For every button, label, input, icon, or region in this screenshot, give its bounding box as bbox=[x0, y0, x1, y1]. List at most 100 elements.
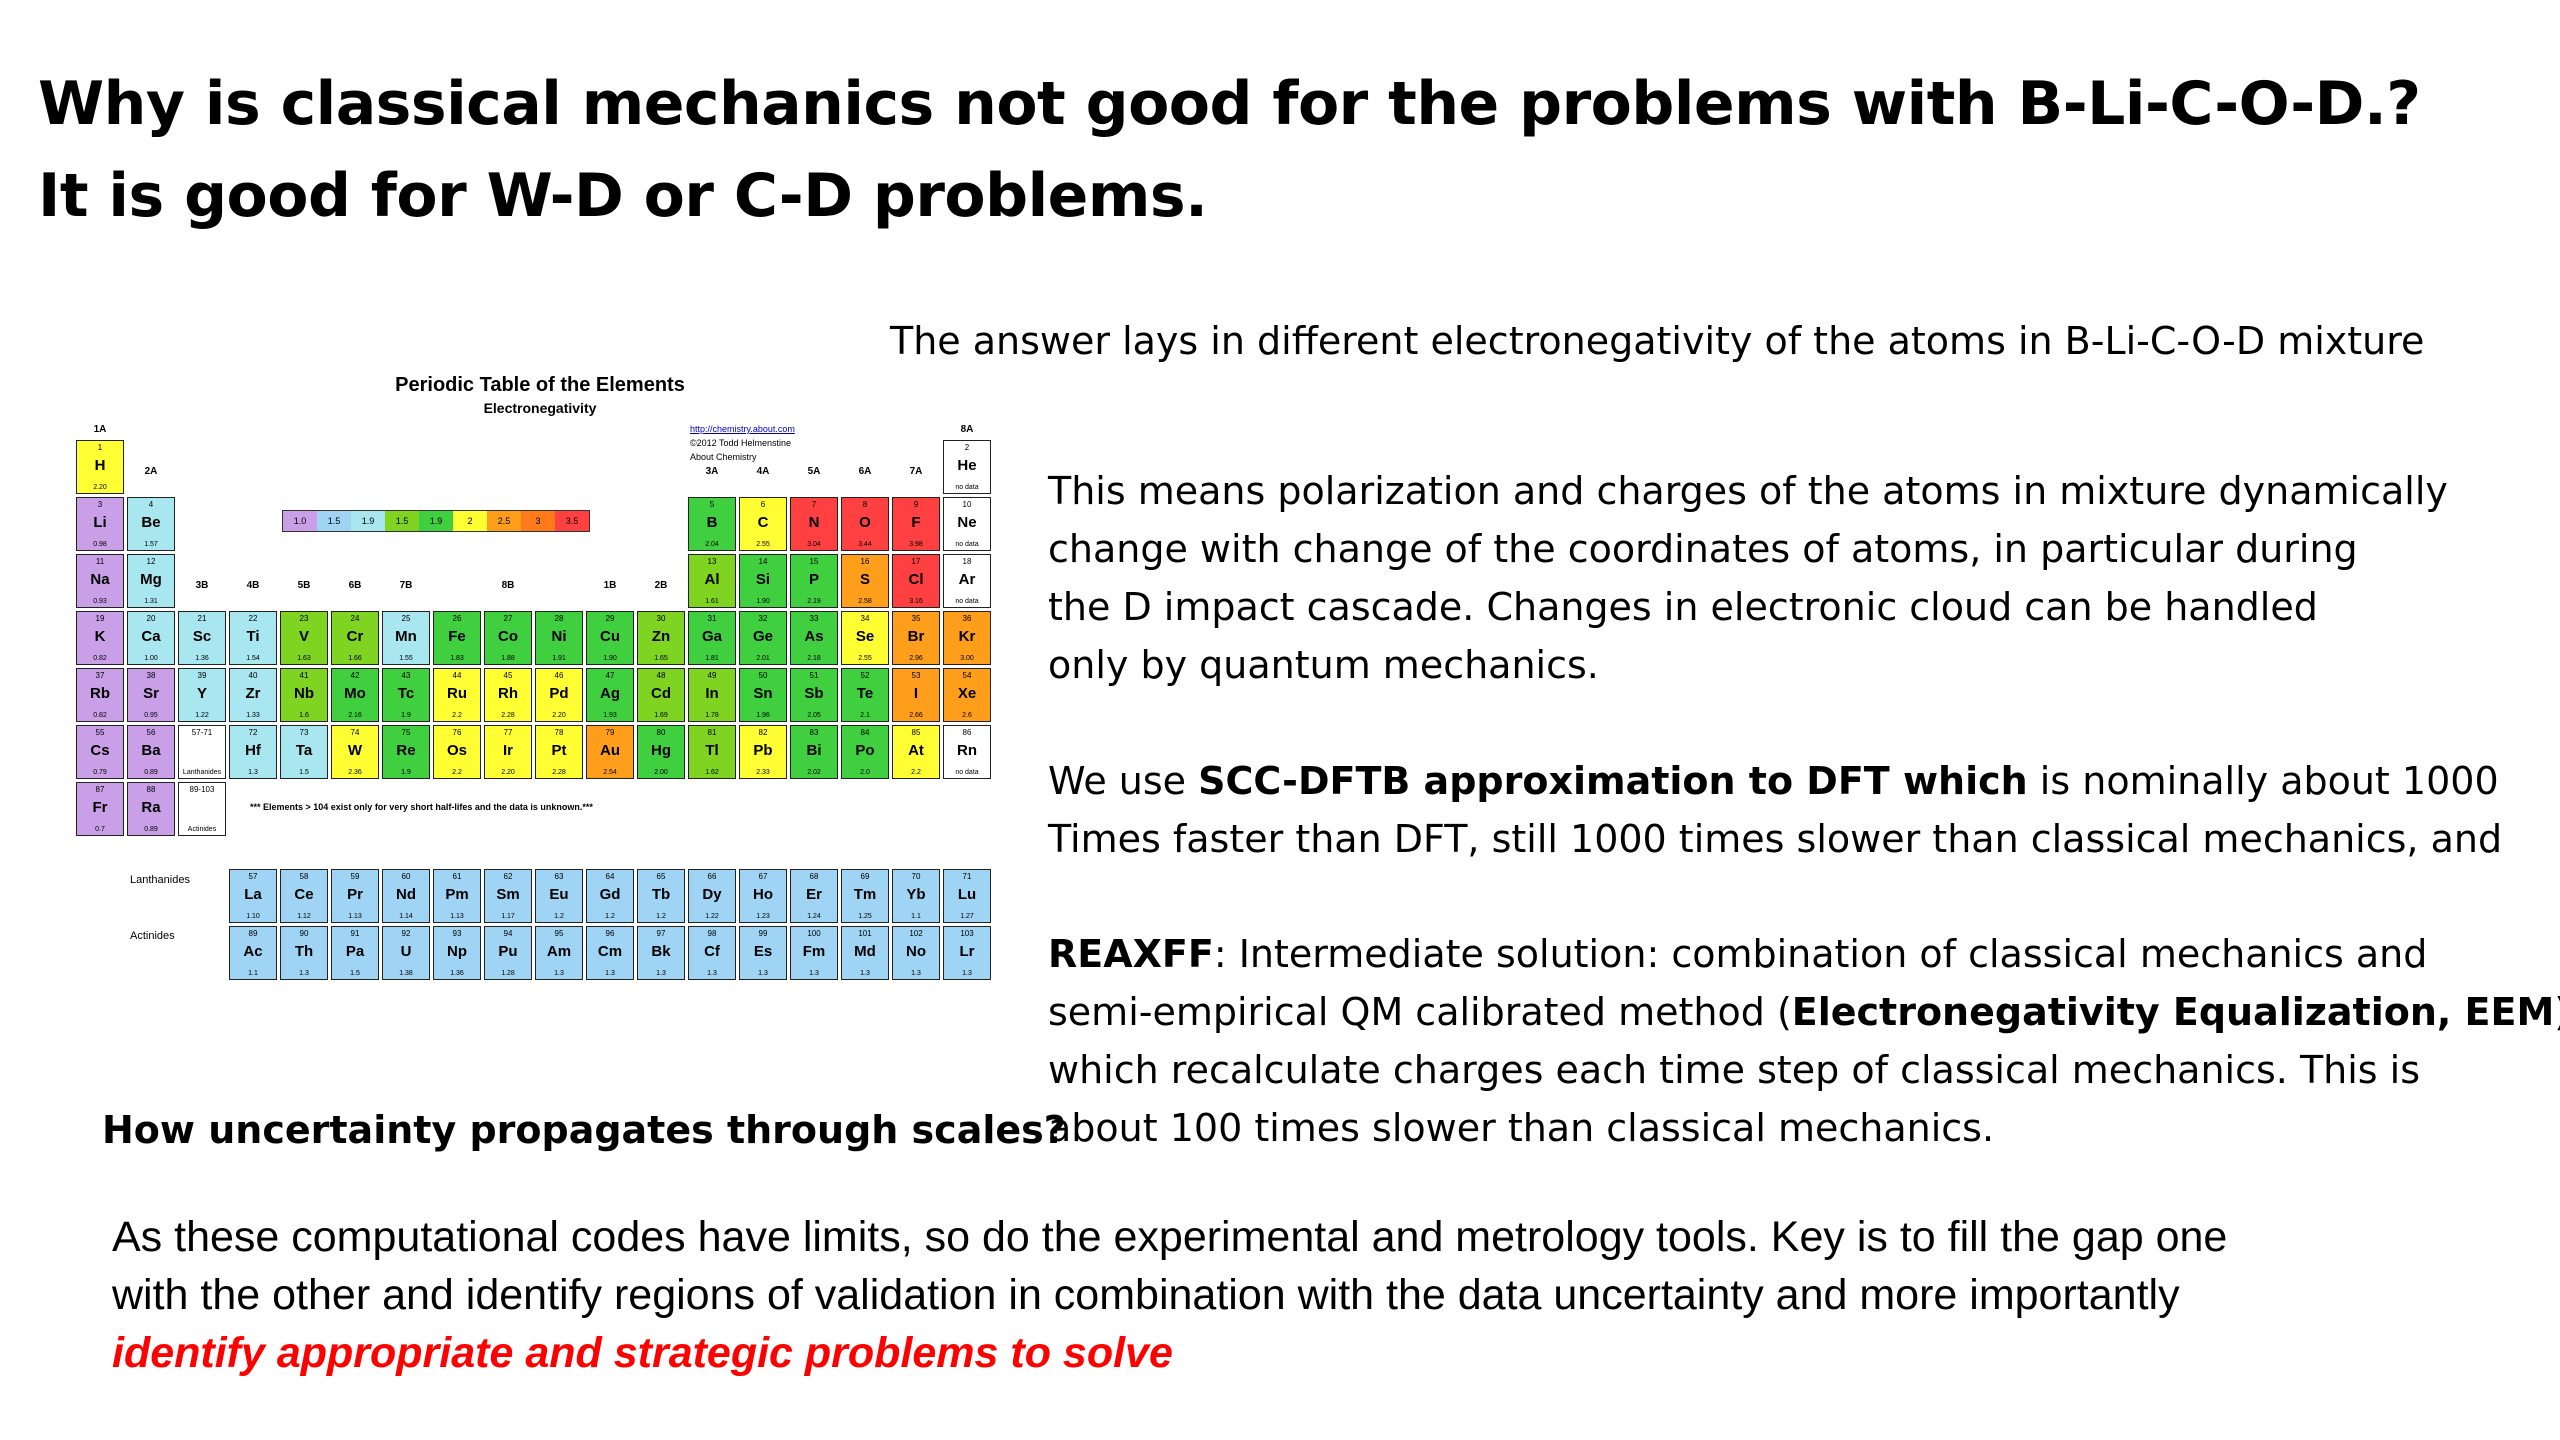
para2-line-1-post: is nominally about 1000 bbox=[2027, 759, 2499, 803]
element-symbol: Nb bbox=[294, 685, 314, 702]
element-cell-Nb: 41 Nb 1.6 bbox=[280, 668, 328, 722]
element-number: 62 bbox=[503, 872, 513, 881]
actinide-cell-No: 102 No 1.3 bbox=[892, 926, 940, 980]
element-cell-Sn: 50 Sn 1.96 bbox=[739, 668, 787, 722]
element-electronegativity: 1.3 bbox=[605, 970, 615, 977]
element-number: 31 bbox=[707, 614, 717, 623]
element-electronegativity: 3.04 bbox=[807, 541, 821, 548]
element-number: 90 bbox=[299, 929, 309, 938]
element-symbol: Sr bbox=[143, 685, 159, 702]
element-cell-As: 33 As 2.18 bbox=[790, 611, 838, 665]
element-symbol: Te bbox=[856, 685, 874, 702]
element-symbol: Cd bbox=[651, 685, 671, 702]
group-label: 8A bbox=[960, 424, 974, 435]
element-cell-57-71: 57-71 Lanthanides bbox=[178, 725, 226, 779]
lanthanide-cell-Nd: 60 Nd 1.14 bbox=[382, 869, 430, 923]
element-electronegativity: 2.00 bbox=[654, 769, 668, 776]
element-electronegativity: 2.1 bbox=[860, 712, 870, 719]
scale-segment: 2 bbox=[453, 511, 487, 531]
element-symbol: Y bbox=[196, 685, 207, 702]
element-number: 100 bbox=[807, 929, 821, 938]
element-cell-Tc: 43 Tc 1.9 bbox=[382, 668, 430, 722]
group-label: 7B bbox=[399, 580, 413, 591]
element-electronegativity: 2.20 bbox=[501, 769, 515, 776]
element-cell-Y: 39 Y 1.22 bbox=[178, 668, 226, 722]
element-symbol: Ti bbox=[246, 628, 260, 645]
element-electronegativity: 2.05 bbox=[807, 712, 821, 719]
element-number: 53 bbox=[911, 671, 921, 680]
credit-link: http://chemistry.about.com bbox=[690, 424, 795, 434]
element-number: 96 bbox=[605, 929, 615, 938]
element-symbol: Fr bbox=[92, 799, 108, 816]
lanthanide-cell-Ce: 58 Ce 1.12 bbox=[280, 869, 328, 923]
element-cell-Cs: 55 Cs 0.79 bbox=[76, 725, 124, 779]
element-electronegativity: 3.44 bbox=[858, 541, 872, 548]
para1-line-3: the D impact cascade. Changes in electro… bbox=[1048, 585, 2318, 629]
element-number: 88 bbox=[146, 785, 156, 794]
element-number: 51 bbox=[809, 671, 819, 680]
element-cell-Ra: 88 Ra 0.89 bbox=[127, 782, 175, 836]
element-number: 54 bbox=[962, 671, 972, 680]
element-cell-Pd: 46 Pd 2.20 bbox=[535, 668, 583, 722]
element-number: 49 bbox=[707, 671, 717, 680]
element-electronegativity: 1.5 bbox=[350, 970, 360, 977]
element-number: 10 bbox=[962, 500, 972, 509]
element-symbol: Pm bbox=[445, 886, 469, 903]
element-number: 33 bbox=[809, 614, 819, 623]
element-symbol: Kr bbox=[958, 628, 976, 645]
periodic-table-subtitle: Electronegativity bbox=[483, 400, 597, 416]
element-cell-Rb: 37 Rb 0.82 bbox=[76, 668, 124, 722]
element-cell-Bi: 83 Bi 2.02 bbox=[790, 725, 838, 779]
element-number: 101 bbox=[858, 929, 872, 938]
para3-line-2-post: ) bbox=[2554, 990, 2560, 1034]
element-electronegativity: Lanthanides bbox=[182, 769, 222, 776]
lanthanide-cell-La: 57 La 1.10 bbox=[229, 869, 277, 923]
element-number: 65 bbox=[656, 872, 666, 881]
group-label: 5A bbox=[807, 466, 821, 477]
lanthanide-cell-Dy: 66 Dy 1.22 bbox=[688, 869, 736, 923]
lanthanides-label: Lanthanides bbox=[130, 874, 190, 886]
element-number: 61 bbox=[452, 872, 462, 881]
element-electronegativity: 1.9 bbox=[401, 712, 411, 719]
element-electronegativity: 1.25 bbox=[858, 913, 872, 920]
element-number: 43 bbox=[401, 671, 411, 680]
lanthanide-cell-Sm: 62 Sm 1.17 bbox=[484, 869, 532, 923]
element-electronegativity: 1.2 bbox=[554, 913, 564, 920]
element-symbol: Be bbox=[141, 514, 161, 531]
element-electronegativity: no data bbox=[955, 484, 979, 491]
element-symbol: S bbox=[859, 571, 870, 588]
element-electronegativity: 0.82 bbox=[93, 712, 107, 719]
element-electronegativity: 1.3 bbox=[758, 970, 768, 977]
element-electronegativity: 3.98 bbox=[909, 541, 923, 548]
element-electronegativity: 2.96 bbox=[909, 655, 923, 662]
element-electronegativity: 1.27 bbox=[960, 913, 974, 920]
element-number: 21 bbox=[197, 614, 207, 623]
para1-line-4: only by quantum mechanics. bbox=[1048, 643, 1599, 687]
element-symbol: Ra bbox=[141, 799, 161, 816]
element-electronegativity: 2.19 bbox=[807, 598, 821, 605]
element-number: 44 bbox=[452, 671, 462, 680]
element-symbol: Np bbox=[447, 943, 467, 960]
actinide-cell-Cm: 96 Cm 1.3 bbox=[586, 926, 634, 980]
element-symbol: Ba bbox=[141, 742, 161, 759]
element-number: 45 bbox=[503, 671, 513, 680]
element-symbol: Ce bbox=[294, 886, 314, 903]
element-symbol: Th bbox=[294, 943, 314, 960]
title-line-2: It is good for W-D or C-D problems. bbox=[38, 161, 1208, 231]
element-number: 22 bbox=[248, 614, 258, 623]
element-number: 55 bbox=[95, 728, 105, 737]
credit-author: ©2012 Todd Helmenstine bbox=[690, 438, 792, 448]
element-number: 17 bbox=[911, 557, 921, 566]
element-number: 18 bbox=[962, 557, 972, 566]
element-electronegativity: 1.3 bbox=[656, 970, 666, 977]
element-cell-Ne: 10 Ne no data bbox=[943, 497, 991, 551]
element-symbol: Mn bbox=[395, 628, 417, 645]
element-symbol: Lu bbox=[957, 886, 977, 903]
element-symbol: Co bbox=[498, 628, 518, 645]
element-electronegativity: 1.12 bbox=[297, 913, 311, 920]
element-electronegativity: 1.13 bbox=[450, 913, 464, 920]
element-electronegativity: 1.6 bbox=[299, 712, 309, 719]
element-electronegativity: 1.1 bbox=[911, 913, 921, 920]
element-symbol: Rh bbox=[498, 685, 518, 702]
element-cell-N: 7 N 3.04 bbox=[790, 497, 838, 551]
